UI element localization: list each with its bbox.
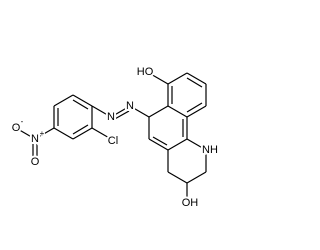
charge-plus: +: [40, 129, 45, 138]
nitro-nitrogen: N: [31, 133, 39, 145]
hydroxyl-label: OH: [182, 197, 199, 209]
chlorine-label: Cl: [108, 135, 118, 147]
amine-label: NH: [202, 144, 218, 156]
molecule: HO N N Cl N + O - O NH OH: [10, 64, 220, 211]
azo-nitrogen: N: [107, 111, 115, 123]
nitro-oxygen: O: [31, 156, 40, 168]
bonds: [15, 72, 207, 200]
charge-minus: -: [21, 117, 24, 126]
azo-nitrogen: N: [126, 100, 134, 112]
nitro-oxygen: O: [12, 122, 21, 134]
atom-labels: HO N N Cl N + O - O NH OH: [10, 64, 220, 211]
hydroxyl-label: HO: [137, 66, 154, 78]
